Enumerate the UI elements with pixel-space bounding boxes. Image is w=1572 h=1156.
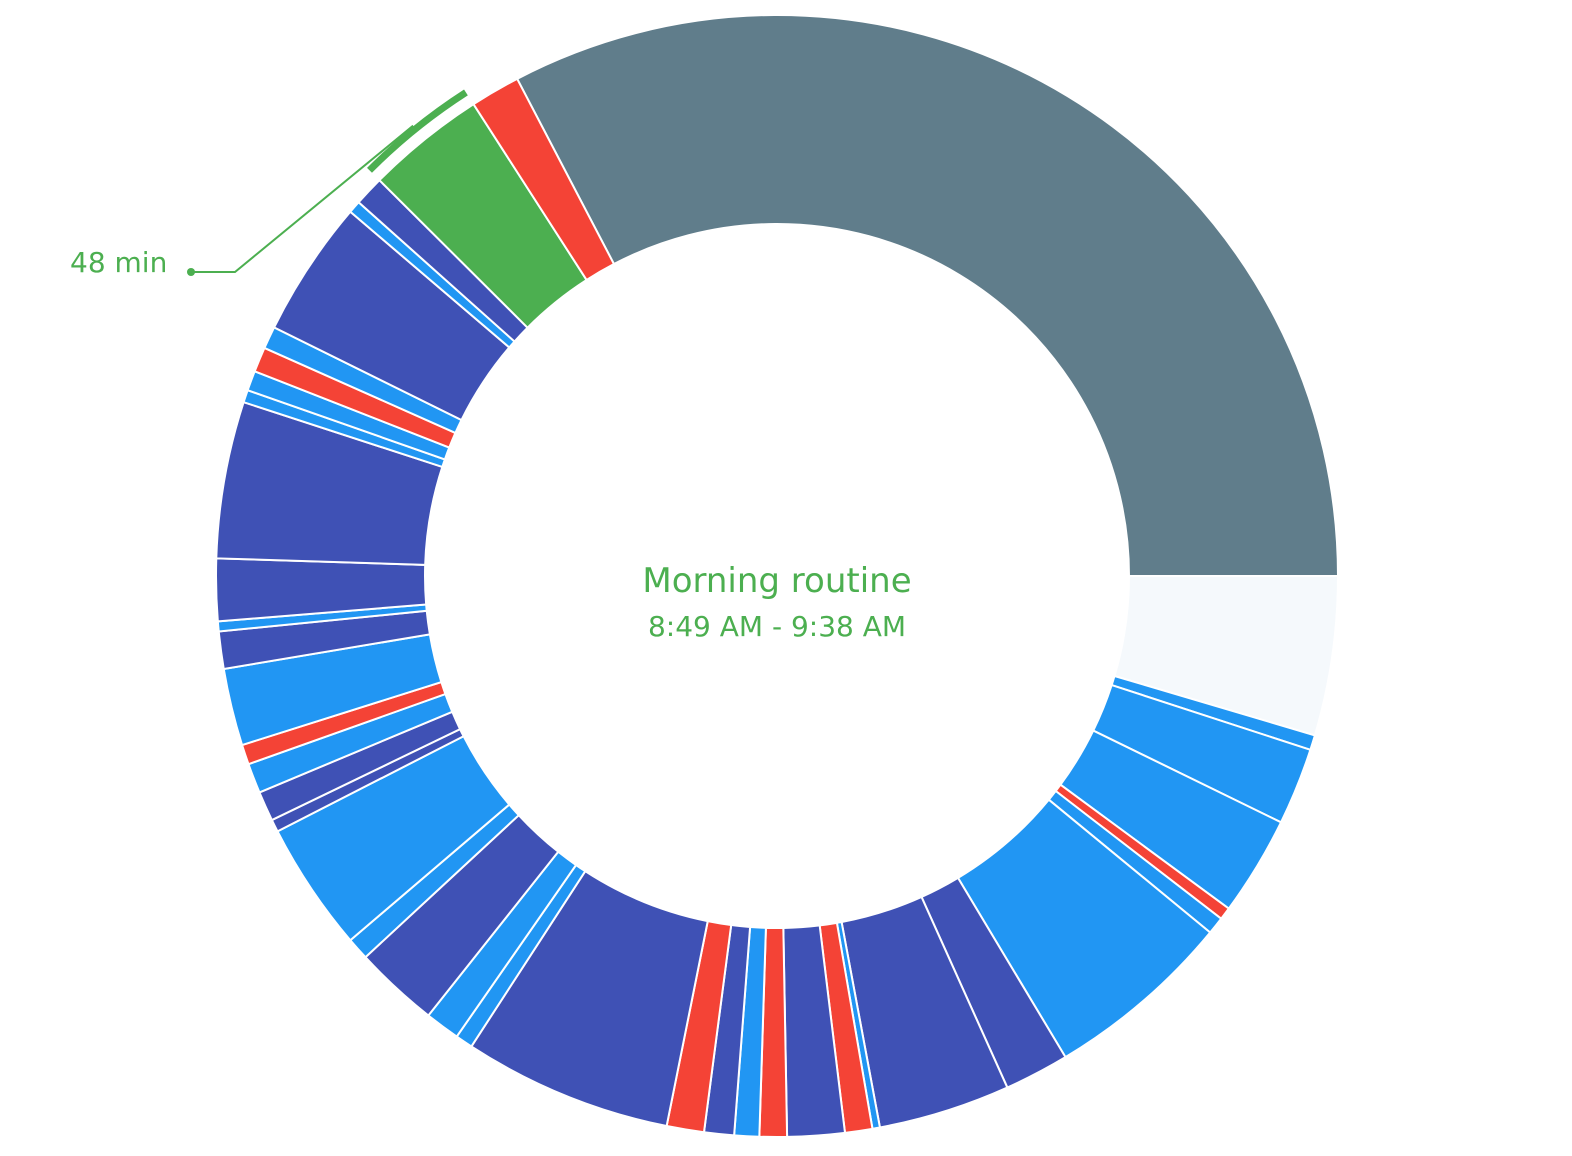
donut-segments	[215, 14, 1340, 1138]
callout-leader-line	[191, 124, 414, 273]
center-title: Morning routine	[642, 561, 911, 601]
donut-segment-red[interactable]	[472, 77, 616, 282]
callout-dot	[187, 268, 195, 276]
highlight-arc	[367, 89, 468, 173]
donut-segment-idle[interactable]	[515, 14, 1340, 577]
center-subtitle: 8:49 AM - 9:38 AM	[648, 610, 906, 643]
callout-label: 48 min	[70, 246, 167, 279]
